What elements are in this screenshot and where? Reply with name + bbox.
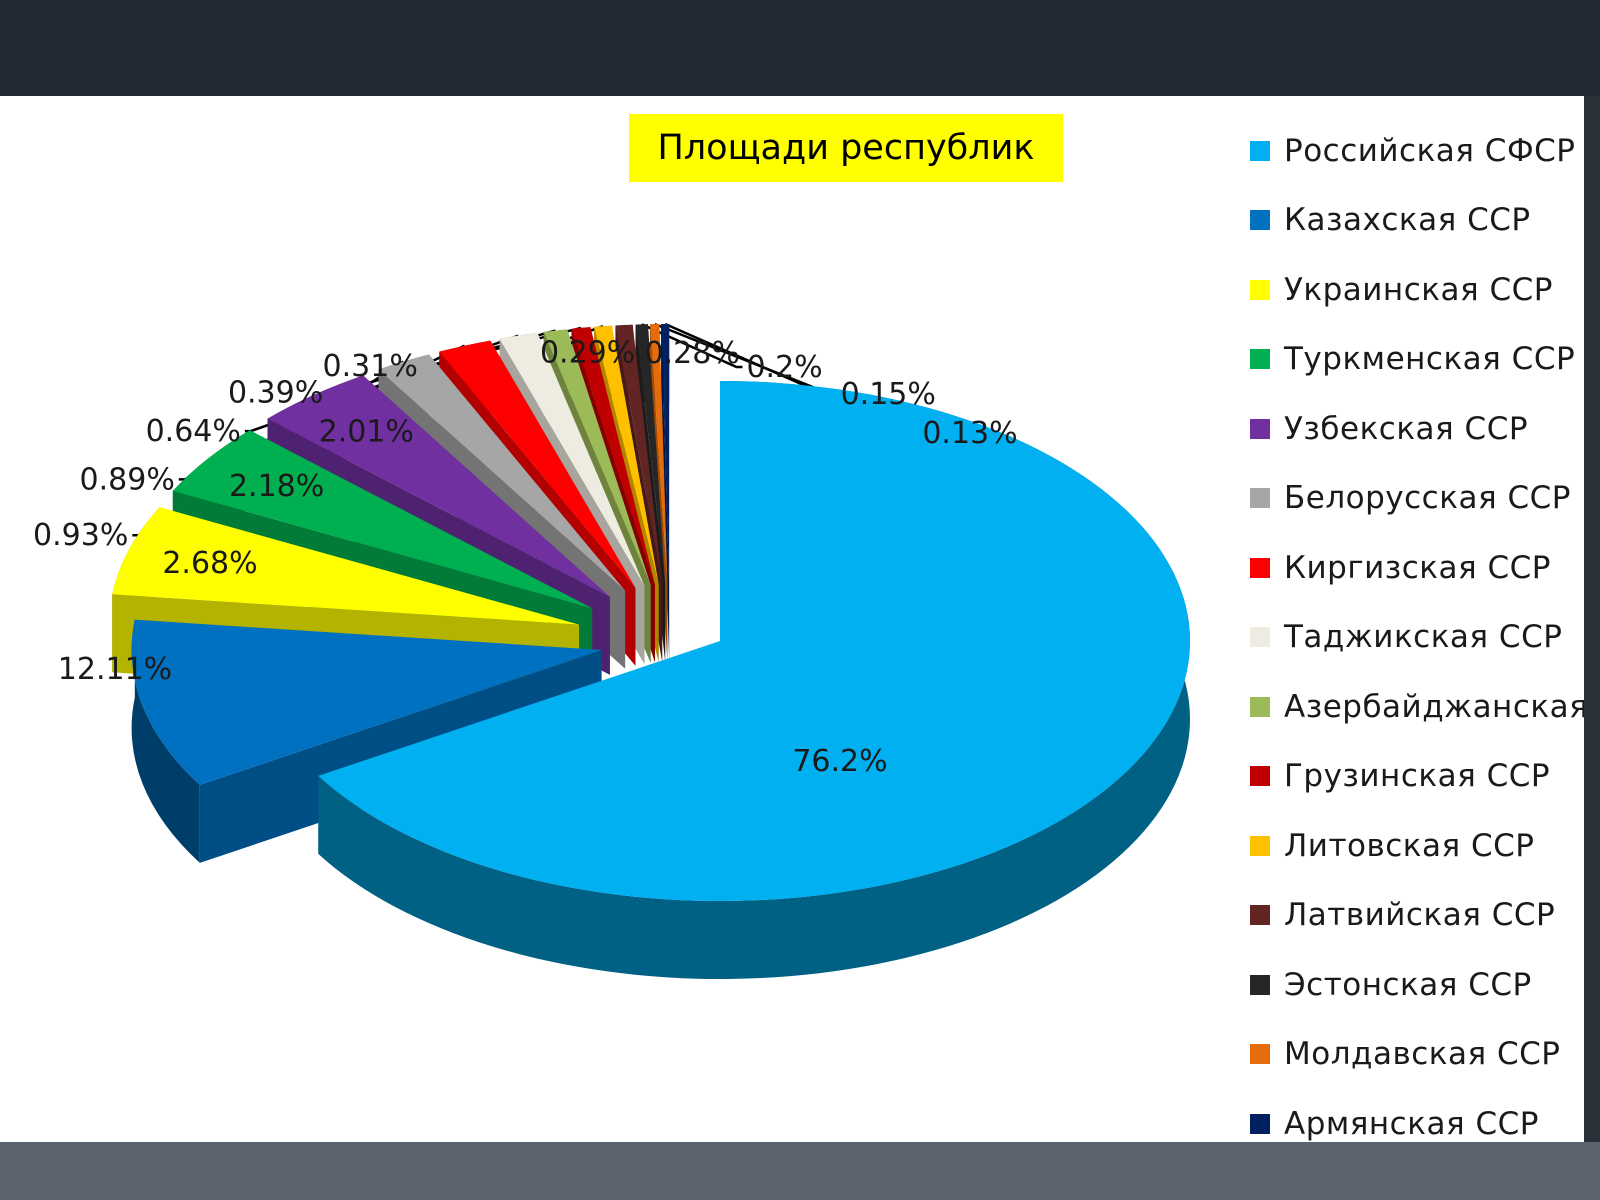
slice-0: [318, 381, 1190, 901]
legend-label: Узбекская ССР: [1284, 410, 1529, 447]
slice-5: [378, 354, 626, 591]
data-label-9: 0.31%: [323, 349, 418, 384]
legend-swatch: [1250, 627, 1270, 648]
legend-swatch: [1250, 1044, 1270, 1065]
legend-item: Грузинская ССР: [1250, 742, 1584, 812]
legend-swatch: [1250, 974, 1270, 995]
legend-swatch: [1250, 766, 1270, 787]
slice-9: [571, 327, 656, 585]
data-label-5: 0.93%: [33, 518, 128, 553]
right-edge-bar: [1584, 96, 1600, 1142]
legend-swatch: [1250, 1113, 1270, 1134]
slice-4: [267, 375, 610, 597]
legend-label: Азербайджанская ССР: [1284, 688, 1584, 725]
legend-label: Таджикская ССР: [1284, 619, 1563, 656]
legend-item: Киргизская ССР: [1250, 533, 1584, 603]
legend-label: Литовская ССР: [1284, 827, 1535, 864]
slice-side-1: [131, 619, 200, 863]
legend-swatch: [1250, 835, 1270, 856]
data-labels: 76.2% 12.11% 2.68% 2.18% 2.01% 0.93% 0.89% 0.64…: [33, 336, 1018, 779]
legend-item: Украинская ССР: [1250, 255, 1584, 325]
legend-item: Литовская ССР: [1250, 811, 1584, 881]
slice-6: [439, 340, 636, 588]
legend-swatch: [1250, 140, 1270, 161]
legend-item: Таджикская ССР: [1250, 603, 1584, 673]
chart-slide: 76.2% 12.11% 2.68% 2.18% 2.01% 0.93% 0.89% 0.64…: [0, 96, 1584, 1142]
legend-label: Грузинская ССР: [1284, 758, 1551, 795]
data-label-10: 0.29%: [540, 336, 635, 371]
data-label-0: 76.2%: [792, 744, 887, 779]
slice-11: [615, 324, 663, 585]
bottom-bar: [0, 1142, 1600, 1200]
legend-swatch: [1250, 210, 1270, 231]
legend-item: Казахская ССР: [1250, 186, 1584, 256]
data-label-6: 0.89%: [80, 462, 175, 497]
legend-item: Узбекская ССР: [1250, 394, 1584, 464]
slice-12: [635, 324, 666, 585]
pie-slices: [112, 324, 1190, 979]
legend-item: Молдавская ССР: [1250, 1020, 1584, 1090]
data-label-12: 0.2%: [746, 350, 822, 385]
data-label-8: 0.39%: [228, 376, 323, 411]
legend-swatch: [1250, 557, 1270, 578]
slice-3: [172, 430, 593, 609]
legend-label: Украинская ССР: [1284, 271, 1553, 308]
slice-7: [499, 332, 645, 587]
legend-swatch: [1250, 696, 1270, 717]
slice-10: [594, 325, 659, 585]
chart-title: Площади республик: [629, 114, 1063, 182]
data-label-13: 0.15%: [841, 377, 936, 412]
data-label-11: 0.28%: [645, 336, 740, 371]
legend-swatch: [1250, 418, 1270, 439]
legend-swatch: [1250, 488, 1270, 509]
legend-item: Российская СФСР: [1250, 116, 1584, 186]
slice-8: [543, 329, 651, 586]
legend-label: Эстонская ССР: [1284, 966, 1532, 1003]
data-label-7: 0.64%: [146, 414, 241, 449]
legend-label: Молдавская ССР: [1284, 1036, 1561, 1073]
legend-item: Белорусская ССР: [1250, 464, 1584, 534]
legend-label: Российская СФСР: [1284, 132, 1576, 169]
legend-item: Туркменская ССР: [1250, 325, 1584, 395]
data-label-4: 2.01%: [319, 415, 414, 450]
slice-1: [131, 619, 602, 785]
legend-item: Латвийская ССР: [1250, 881, 1584, 951]
legend-label: Казахская ССР: [1284, 202, 1531, 239]
leader-line-12: [641, 323, 743, 369]
slice-2: [112, 507, 580, 625]
data-label-14: 0.13%: [922, 416, 1017, 451]
data-label-1: 12.11%: [58, 652, 172, 687]
legend-item: Азербайджанская ССР: [1250, 672, 1584, 742]
legend-swatch: [1250, 279, 1270, 300]
legend-label: Латвийская ССР: [1284, 897, 1556, 934]
top-bar: [0, 0, 1600, 96]
legend-label: Белорусская ССР: [1284, 480, 1571, 517]
legend-label: Киргизская ССР: [1284, 549, 1552, 586]
slice-14: [661, 324, 670, 585]
legend-item: Эстонская ССР: [1250, 950, 1584, 1020]
data-label-3: 2.18%: [229, 469, 324, 504]
legend-item: Армянская ССР: [1250, 1089, 1584, 1142]
legend-swatch: [1250, 905, 1270, 926]
legend: Российская СФСР Казахская ССР Украинская С…: [1250, 116, 1584, 1142]
legend-label: Туркменская ССР: [1284, 341, 1576, 378]
pie-chart: 76.2% 12.11% 2.68% 2.18% 2.01% 0.93% 0.89% 0.64…: [33, 322, 1190, 979]
legend-swatch: [1250, 349, 1270, 370]
legend-label: Армянская ССР: [1284, 1105, 1539, 1142]
slice-13: [650, 324, 668, 585]
data-label-2: 2.68%: [162, 546, 257, 581]
